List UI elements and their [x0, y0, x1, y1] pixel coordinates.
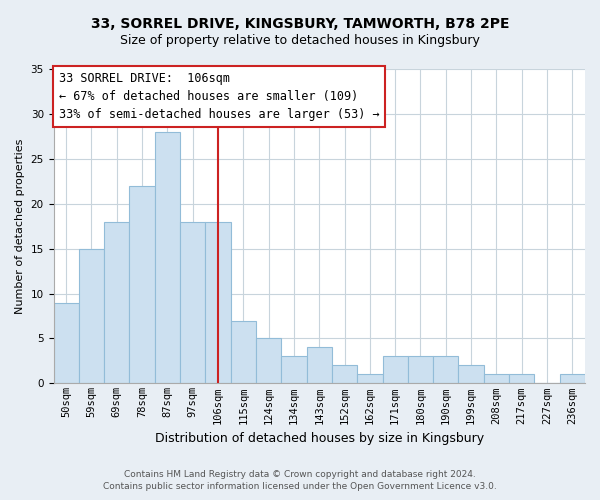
Bar [383, 356, 408, 384]
Bar [104, 222, 130, 384]
Text: Contains public sector information licensed under the Open Government Licence v3: Contains public sector information licen… [103, 482, 497, 491]
Bar [230, 320, 256, 384]
Text: 33, SORREL DRIVE, KINGSBURY, TAMWORTH, B78 2PE: 33, SORREL DRIVE, KINGSBURY, TAMWORTH, B… [91, 18, 509, 32]
Bar [79, 248, 104, 384]
Bar [332, 366, 357, 384]
X-axis label: Distribution of detached houses by size in Kingsbury: Distribution of detached houses by size … [155, 432, 484, 445]
Bar [53, 302, 79, 384]
Bar [484, 374, 509, 384]
Bar [458, 366, 484, 384]
Bar [509, 374, 535, 384]
Bar [256, 338, 281, 384]
Bar [560, 374, 585, 384]
Bar [180, 222, 205, 384]
Bar [307, 348, 332, 384]
Bar [408, 356, 433, 384]
Bar [205, 222, 230, 384]
Bar [433, 356, 458, 384]
Bar [281, 356, 307, 384]
Text: Size of property relative to detached houses in Kingsbury: Size of property relative to detached ho… [120, 34, 480, 47]
Bar [130, 186, 155, 384]
Y-axis label: Number of detached properties: Number of detached properties [15, 138, 25, 314]
Text: 33 SORREL DRIVE:  106sqm
← 67% of detached houses are smaller (109)
33% of semi-: 33 SORREL DRIVE: 106sqm ← 67% of detache… [59, 72, 379, 121]
Bar [155, 132, 180, 384]
Text: Contains HM Land Registry data © Crown copyright and database right 2024.: Contains HM Land Registry data © Crown c… [124, 470, 476, 479]
Bar [357, 374, 383, 384]
